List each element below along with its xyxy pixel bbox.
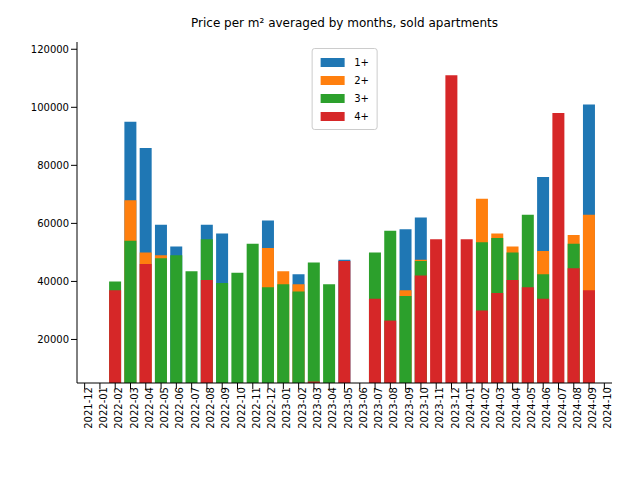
svg-text:2024-07: 2024-07: [557, 387, 568, 429]
svg-text:2022-02: 2022-02: [113, 387, 124, 429]
svg-text:2022-01: 2022-01: [98, 387, 109, 429]
svg-text:20000: 20000: [37, 334, 69, 345]
svg-text:2024-03: 2024-03: [495, 387, 506, 429]
svg-text:2022-07: 2022-07: [190, 387, 201, 429]
svg-text:2024-10: 2024-10: [602, 387, 613, 429]
svg-text:80000: 80000: [37, 160, 69, 171]
svg-text:2022-12: 2022-12: [266, 387, 277, 429]
svg-text:2022-04: 2022-04: [144, 387, 155, 429]
html-text:3+: 3+: [354, 92, 369, 104]
html-text:2+: 2+: [354, 74, 369, 86]
html-text:1+: 1+: [354, 56, 369, 68]
html-text:Price per m² averaged by month: Price per m² averaged by months, sold ap…: [191, 16, 498, 30]
svg-text:2023-08: 2023-08: [388, 387, 399, 429]
svg-text:2024-05: 2024-05: [526, 387, 537, 429]
svg-text:40000: 40000: [37, 276, 69, 287]
html-text:4+: 4+: [354, 110, 369, 122]
svg-text:2023-10: 2023-10: [419, 387, 430, 429]
svg-text:2022-09: 2022-09: [220, 387, 231, 429]
svg-text:2024-09: 2024-09: [587, 387, 598, 429]
svg-text:120000: 120000: [31, 44, 69, 55]
svg-text:2022-03: 2022-03: [129, 387, 140, 429]
svg-text:2023-12: 2023-12: [450, 387, 461, 429]
svg-text:2023-11: 2023-11: [434, 387, 445, 429]
svg-text:2022-11: 2022-11: [251, 387, 262, 429]
svg-text:2023-01: 2023-01: [281, 387, 292, 429]
svg-text:2024-06: 2024-06: [541, 387, 552, 429]
svg-text:2023-06: 2023-06: [358, 387, 369, 429]
svg-text:2023-05: 2023-05: [343, 387, 354, 429]
svg-text:100000: 100000: [31, 102, 69, 113]
svg-text:2024-04: 2024-04: [511, 387, 522, 429]
svg-text:2024-08: 2024-08: [572, 387, 583, 429]
svg-text:2022-08: 2022-08: [205, 387, 216, 429]
svg-text:2023-09: 2023-09: [404, 387, 415, 429]
svg-text:2022-10: 2022-10: [236, 387, 247, 429]
svg-text:2023-02: 2023-02: [297, 387, 308, 429]
svg-text:2023-04: 2023-04: [327, 387, 338, 429]
svg-text:2022-05: 2022-05: [159, 387, 170, 429]
svg-text:2024-01: 2024-01: [465, 387, 476, 429]
svg-text:2021-12: 2021-12: [83, 387, 94, 429]
svg-text:60000: 60000: [37, 218, 69, 229]
svg-text:2022-06: 2022-06: [174, 387, 185, 429]
svg-text:2023-07: 2023-07: [373, 387, 384, 429]
svg-text:2023-03: 2023-03: [312, 387, 323, 429]
svg-text:2024-02: 2024-02: [480, 387, 491, 429]
